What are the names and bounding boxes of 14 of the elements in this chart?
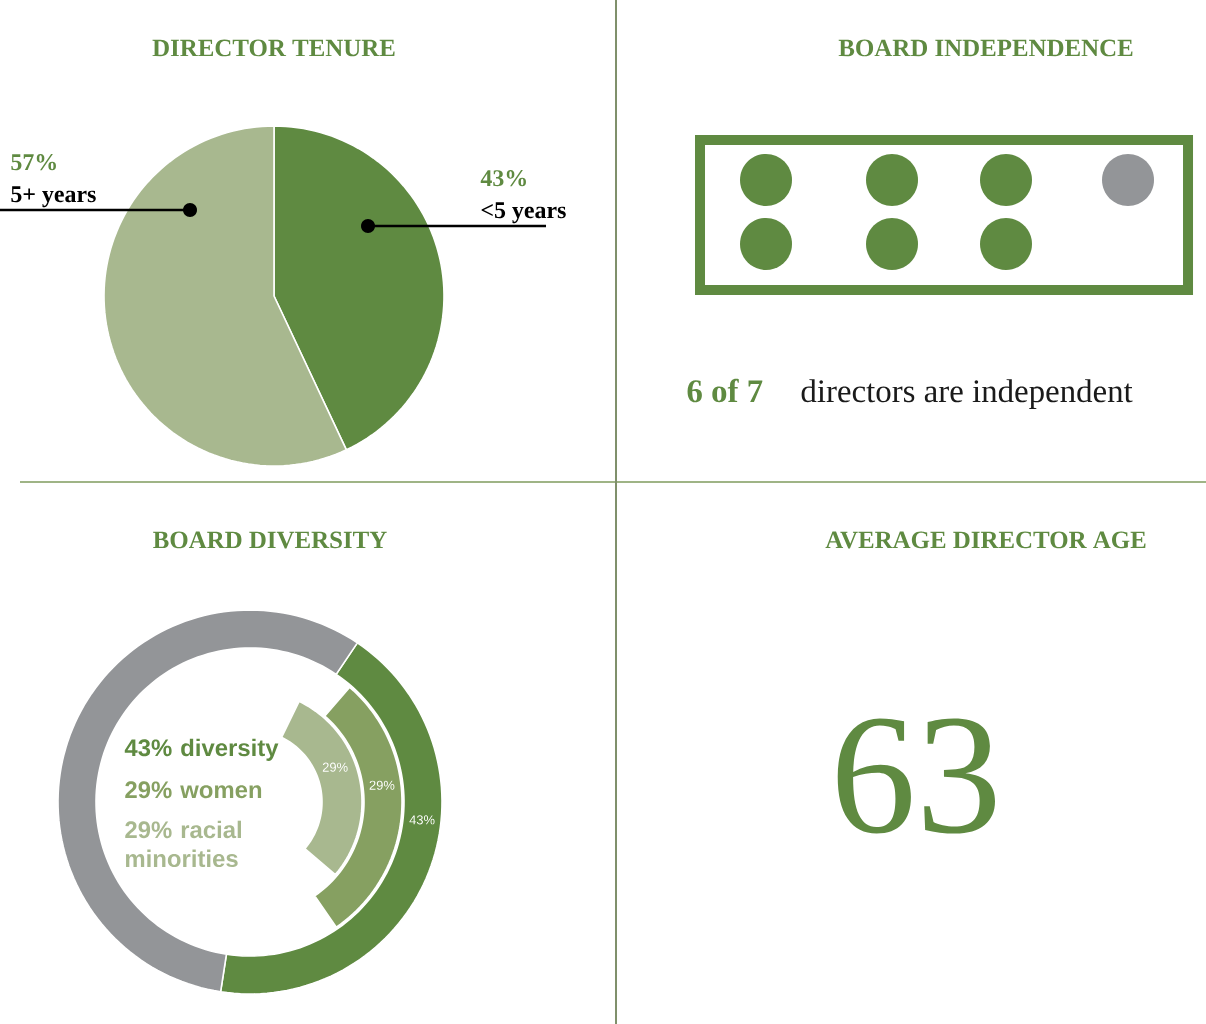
text: AVERAGE DIRECTOR AGE [825, 531, 1146, 549]
text: 63 [837, 718, 995, 834]
text: directors are independent [801, 379, 1133, 409]
slice-label: 29% women [125, 781, 262, 799]
slice-label: 29% racial minorities [125, 820, 241, 868]
chart-title: BOARD DIVERSITY [153, 531, 387, 549]
slice-label: <5 years [481, 202, 566, 224]
data-label: 57% [11, 154, 56, 171]
text: BOARD INDEPENDENCE [838, 39, 1133, 57]
chart-title: DIRECTOR TENURE [152, 39, 395, 57]
slice-label: 5+ years [11, 186, 96, 208]
slice-label: 43% diversity [124, 738, 279, 761]
text: 6 of 7 [687, 378, 763, 403]
data-label: 43% [480, 170, 526, 187]
